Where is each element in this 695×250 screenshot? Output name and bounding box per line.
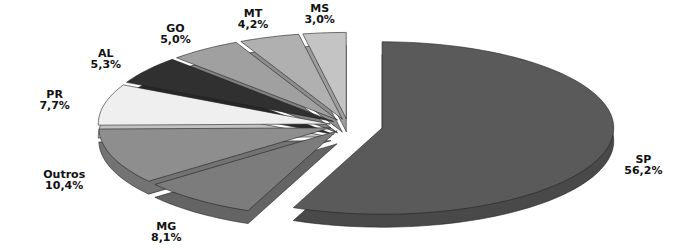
svg-text:MS3,0%: MS3,0% xyxy=(304,2,335,26)
svg-text:GO5,0%: GO5,0% xyxy=(160,22,191,46)
svg-text:MT4,2%: MT4,2% xyxy=(238,7,269,31)
svg-text:SP56,2%: SP56,2% xyxy=(624,153,662,177)
svg-text:Outros10,4%: Outros10,4% xyxy=(43,168,85,192)
svg-text:MG8,1%: MG8,1% xyxy=(151,220,182,244)
svg-text:AL5,3%: AL5,3% xyxy=(91,47,122,71)
svg-text:PR7,7%: PR7,7% xyxy=(39,88,70,112)
